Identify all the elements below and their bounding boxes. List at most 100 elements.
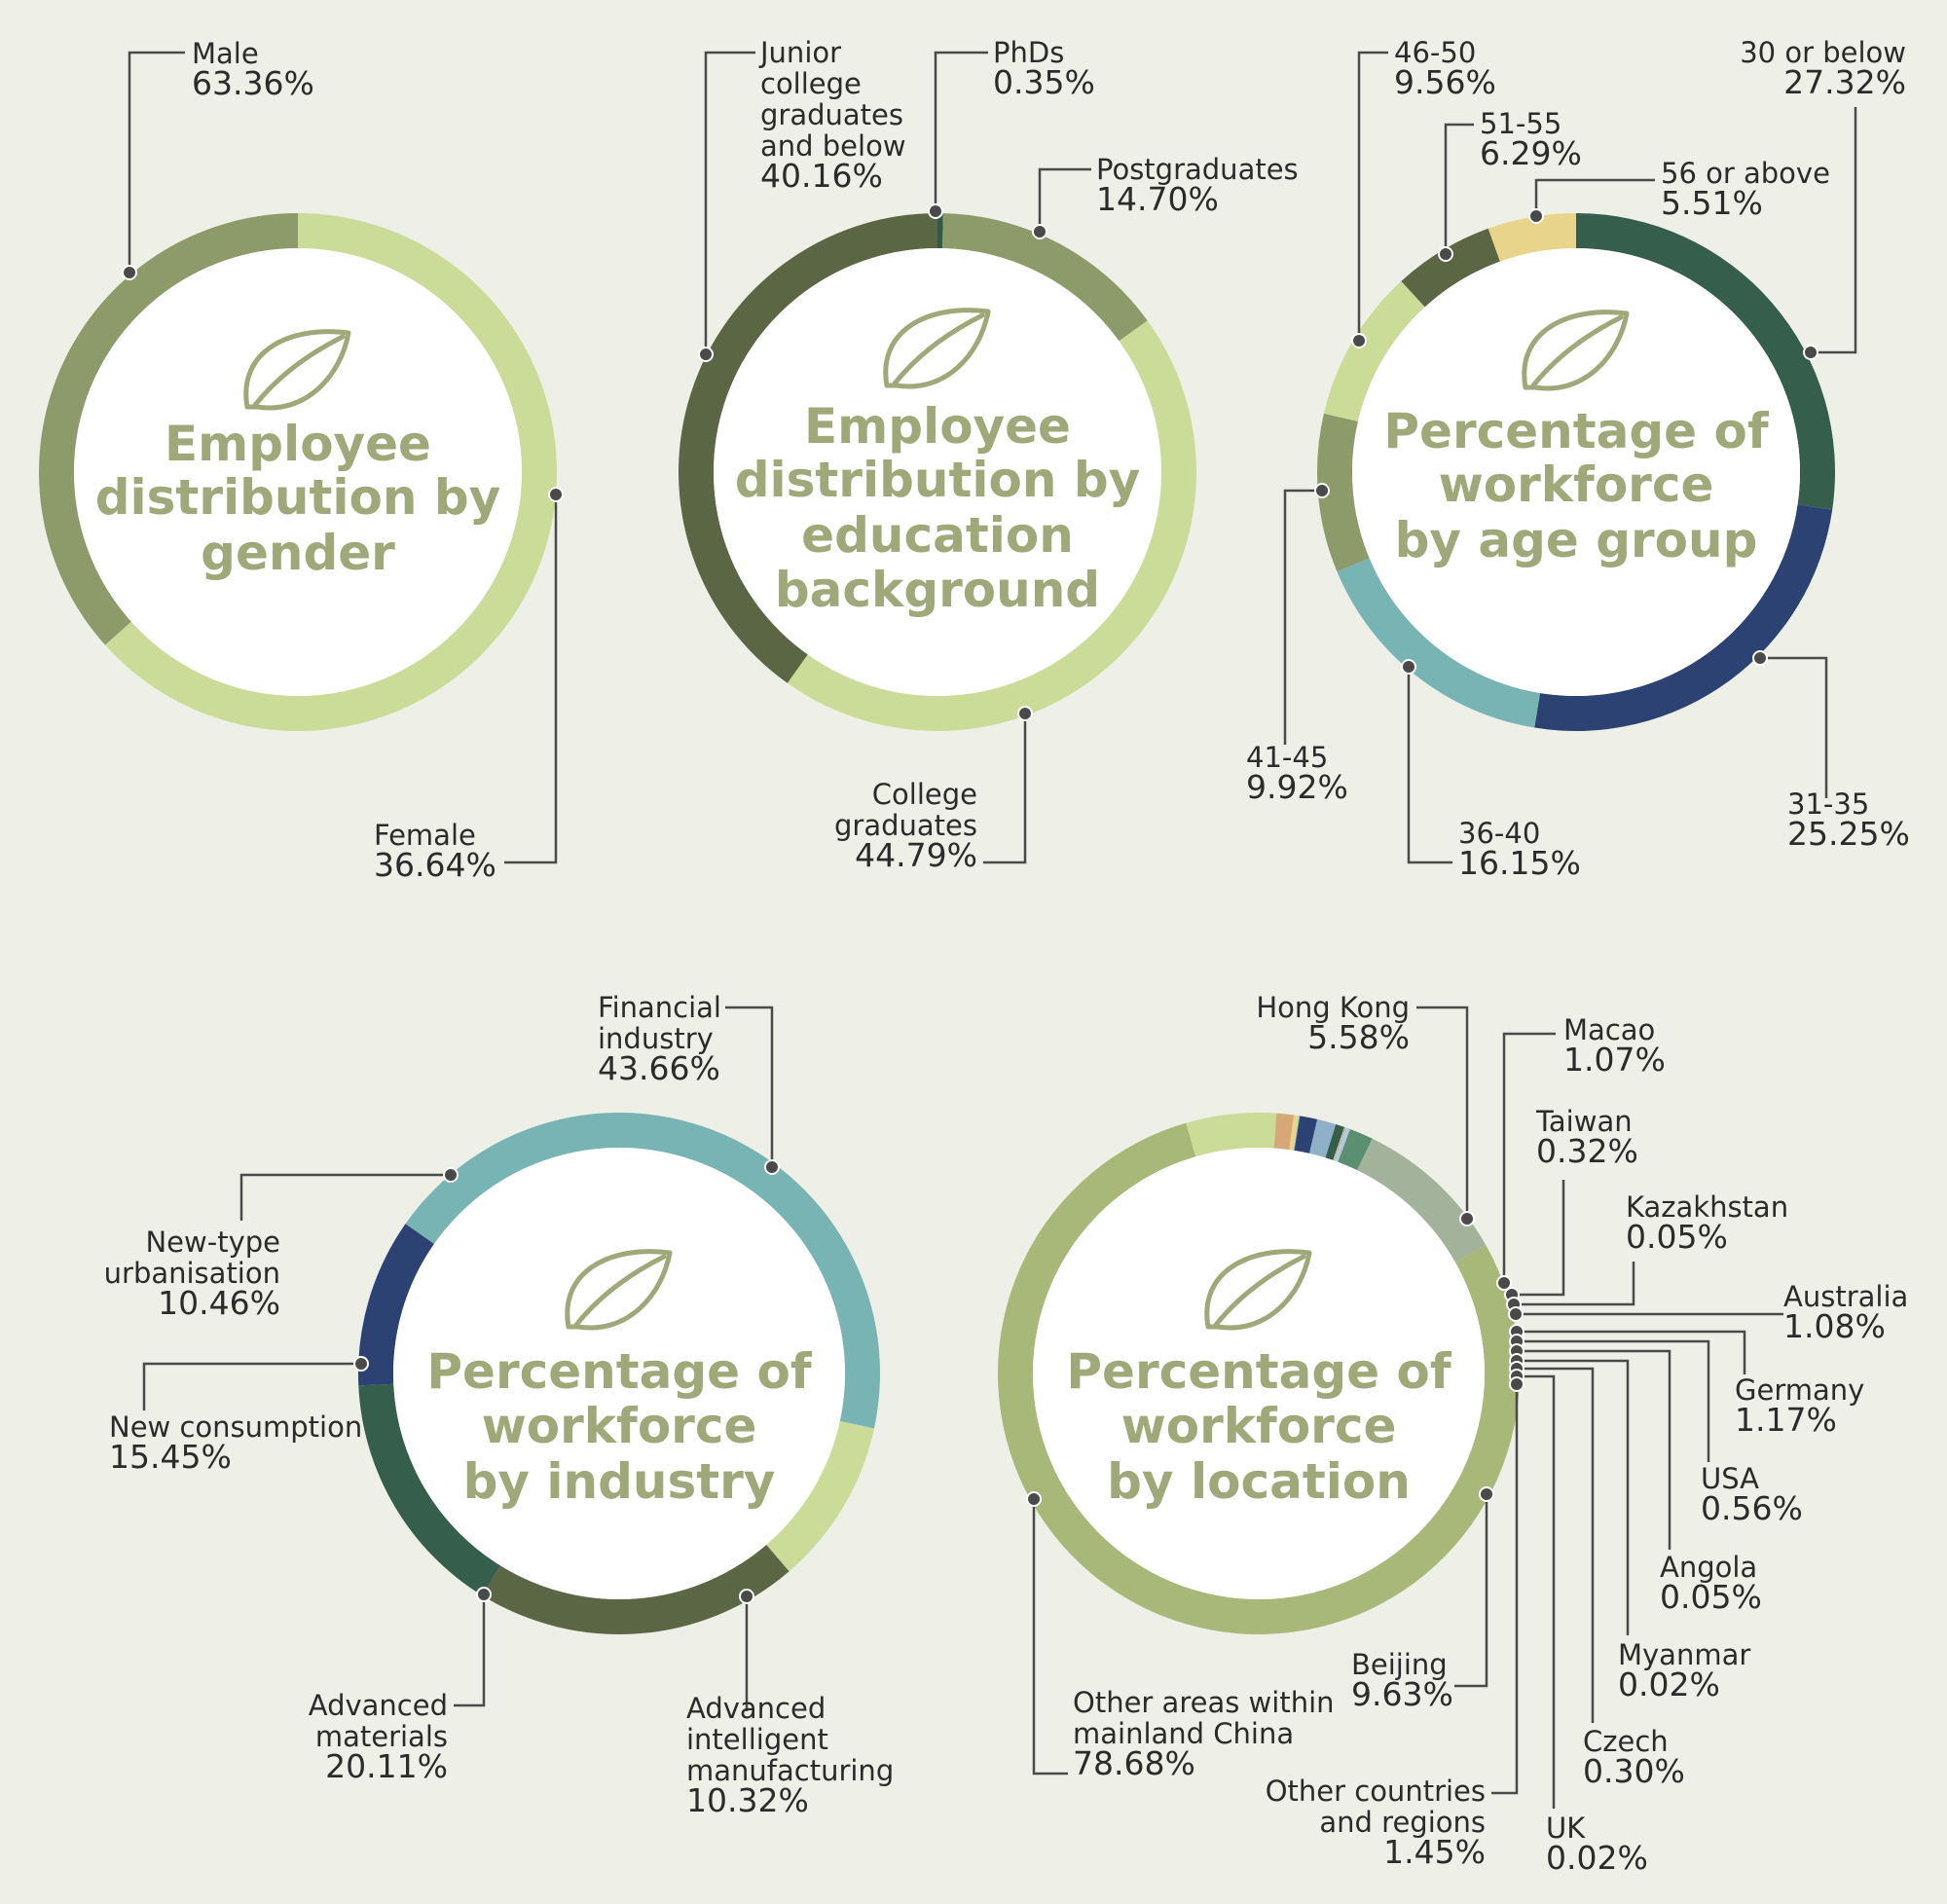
donut-hole [1352,248,1800,696]
ring-segment-financial-industry [405,1113,880,1429]
leader-dot [1496,1275,1512,1291]
category-label: Female [374,819,476,852]
category-label: Postgraduates [1096,153,1299,186]
leader-line [1517,1374,1556,1809]
leader-dot [353,1356,369,1372]
value-label: 1.17% [1735,1401,1837,1439]
donut-hole [1033,1148,1485,1599]
ring-segment-56-or-above [1488,213,1576,262]
value-label: 0.05% [1626,1218,1728,1256]
leader-line [1444,123,1474,254]
value-label: 9.92% [1246,768,1348,806]
category-label: Other countries [1266,1775,1486,1808]
ring-segment-31-35 [1534,504,1833,732]
ring-segment-new-type-urbanisation [358,1224,434,1386]
ring-segment-male [105,213,558,731]
ring-segment-advanced-materials [482,1544,790,1634]
category-label: Junior [758,36,841,69]
leader-line [1811,107,1857,354]
category-label: 31-35 [1787,787,1869,821]
chart-industry: Percentage of workforce by industry Financi… [104,991,895,1819]
leader-line [504,494,558,864]
value-label: 0.56% [1701,1489,1803,1527]
chart-age: Percentage of workforce by age group 30 or … [1246,36,1910,882]
leader-line [454,1594,486,1707]
ring-segment-uk [1338,1129,1351,1162]
category-label: 56 or above [1661,157,1830,190]
category-label: Advanced [686,1692,826,1725]
ring-segment-postgraduates [942,213,1148,342]
category-label: Angola [1660,1551,1757,1584]
leader-line [1283,489,1322,745]
leader-dot [698,347,714,362]
leader-dot [443,1167,459,1183]
label-51-55: 51-556.29% [1438,107,1582,262]
leader-dot [122,265,137,280]
value-label: 0.02% [1546,1839,1648,1877]
leader-dot [1479,1486,1494,1502]
leader-dot [1351,333,1367,348]
category-label: mainland China [1073,1717,1294,1750]
value-label: 25.25% [1787,815,1910,853]
value-label: 1.08% [1783,1307,1886,1345]
ring-segment-germany [1309,1118,1337,1158]
value-label: 10.46% [158,1284,280,1322]
value-label: 0.35% [993,63,1095,101]
leader-line [1038,167,1091,232]
category-label: Macao [1563,1013,1655,1046]
category-label: Australia [1783,1280,1908,1313]
leader-dot [1438,246,1453,262]
leaf-icon [565,1249,673,1331]
leader-dot [764,1159,780,1175]
donut-hole [74,248,522,696]
ring-segment-taiwan [1289,1115,1300,1151]
ring-segment-angola [1333,1126,1345,1161]
ring-segment-advanced-intelligent-manufacturing [766,1420,874,1572]
leader-dot [1017,706,1033,721]
leader-dot [739,1589,754,1604]
leader-line [1517,1367,1595,1723]
category-label: graduates [760,98,903,131]
value-label: 14.70% [1096,180,1219,218]
ring-segment-51-55 [1401,228,1500,308]
leaf-icon [1204,1249,1312,1331]
leader-line [1491,1384,1519,1795]
ring-segment-college-graduates [787,320,1196,732]
leader-dot [928,203,943,219]
leader-dot [1752,650,1768,666]
category-label: New-type [145,1226,280,1259]
chart-education: Employee distribution by education backgrou… [678,36,1299,874]
category-label: UK [1546,1812,1586,1845]
ring-segment-beijing [1357,1138,1487,1263]
value-label: 63.36% [192,64,314,102]
value-label: 0.02% [1618,1666,1720,1703]
ring-segment-hong-kong [1186,1113,1277,1157]
value-label: 5.51% [1661,184,1763,222]
leader-line [239,1173,451,1221]
leader-line [1760,656,1828,798]
ring-segment-czech [1334,1127,1350,1162]
category-label: Taiwan [1535,1105,1633,1138]
leader-line [1517,1339,1710,1462]
leader-line [1512,1180,1565,1297]
ring-segment-36-40 [1337,558,1541,728]
value-label: 0.05% [1660,1578,1762,1616]
leaf-icon [243,329,351,411]
value-label: 5.58% [1307,1018,1410,1056]
leaf-icon [883,308,991,389]
leader-dot [476,1587,492,1602]
value-label: 15.45% [109,1438,232,1476]
ring-segment-junior-college-graduates-and-below [678,213,937,683]
value-label: 78.68% [1073,1744,1195,1782]
